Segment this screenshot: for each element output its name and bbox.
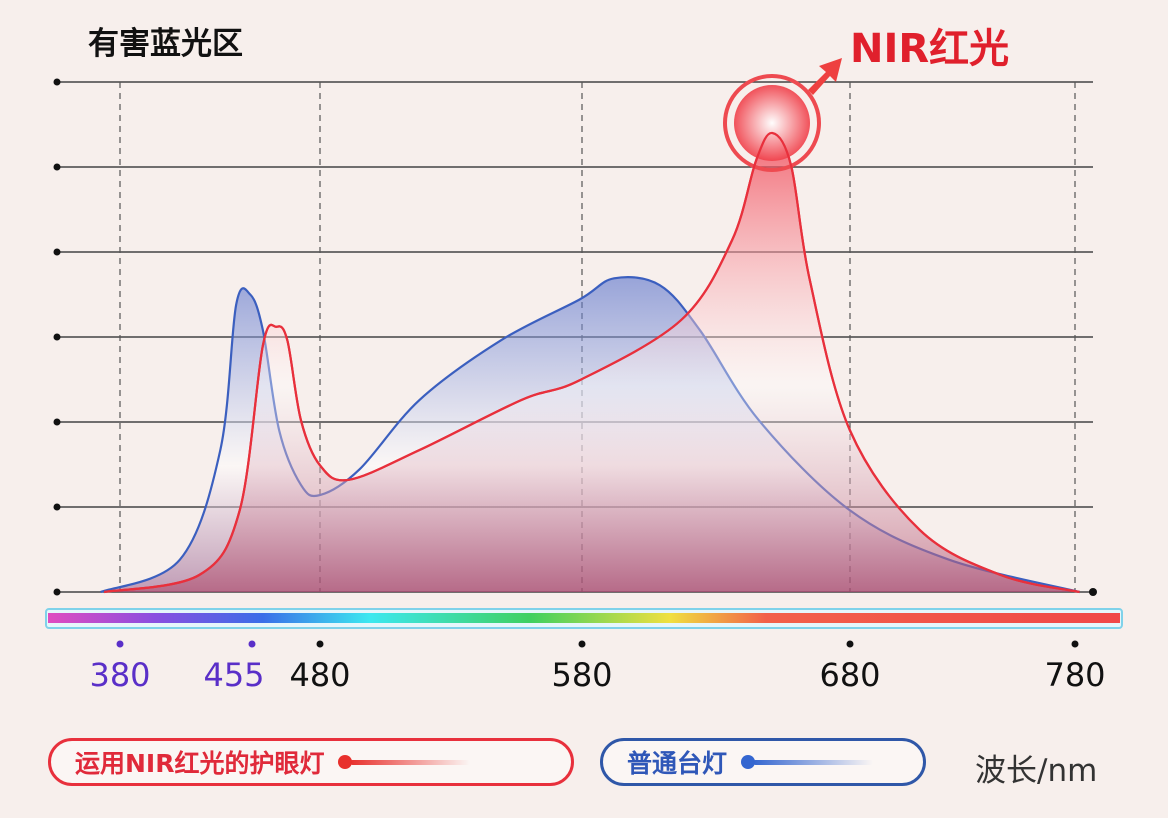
nir-annotation-label: NIR红光 (850, 26, 1009, 72)
x-axis-label: 波长/nm (975, 753, 1098, 789)
axis-dot (1089, 588, 1097, 596)
nir-peak-ring (723, 74, 821, 172)
x-tick-label: 680 (819, 656, 880, 694)
legend-nir-lamp: 运用NIR红光的护眼灯 (48, 738, 574, 786)
axis-dot (53, 163, 61, 171)
x-tick-dot (248, 640, 256, 648)
legend-line (753, 759, 874, 765)
x-tick-label: 455 (203, 656, 264, 694)
legend-label: 运用NIR红光的护眼灯 (75, 749, 325, 778)
legend-label: 普通台灯 (627, 749, 728, 778)
legend-normal-lamp: 普通台灯 (600, 738, 926, 786)
arrow-icon (808, 58, 842, 95)
axis-dot (53, 503, 61, 511)
x-tick-label: 580 (551, 656, 612, 694)
x-tick-dot (116, 640, 124, 648)
x-tick-label: 380 (89, 656, 150, 694)
x-tick-dot (1071, 640, 1079, 648)
x-tick-label: 480 (289, 656, 350, 694)
nir-peak-glow (734, 85, 810, 161)
axis-dot (53, 333, 61, 341)
axis-dot (53, 78, 61, 86)
legend-dot (338, 755, 353, 769)
series-line-peak-overlay (103, 131, 1080, 594)
x-tick-dot (316, 640, 324, 648)
legend-dot (741, 755, 756, 769)
chart-title: 有害蓝光区 (88, 26, 243, 62)
axis-dot (53, 588, 61, 596)
visible-spectrum-gradient (48, 613, 1120, 623)
series-area-1 (104, 132, 1080, 593)
legend-line (350, 759, 471, 765)
x-tick-dot (578, 640, 586, 648)
axis-dot (53, 418, 61, 426)
nir-annotation (723, 58, 842, 172)
x-tick-label: 780 (1044, 656, 1105, 694)
axis-dot (53, 248, 61, 256)
x-tick-dot (846, 640, 854, 648)
